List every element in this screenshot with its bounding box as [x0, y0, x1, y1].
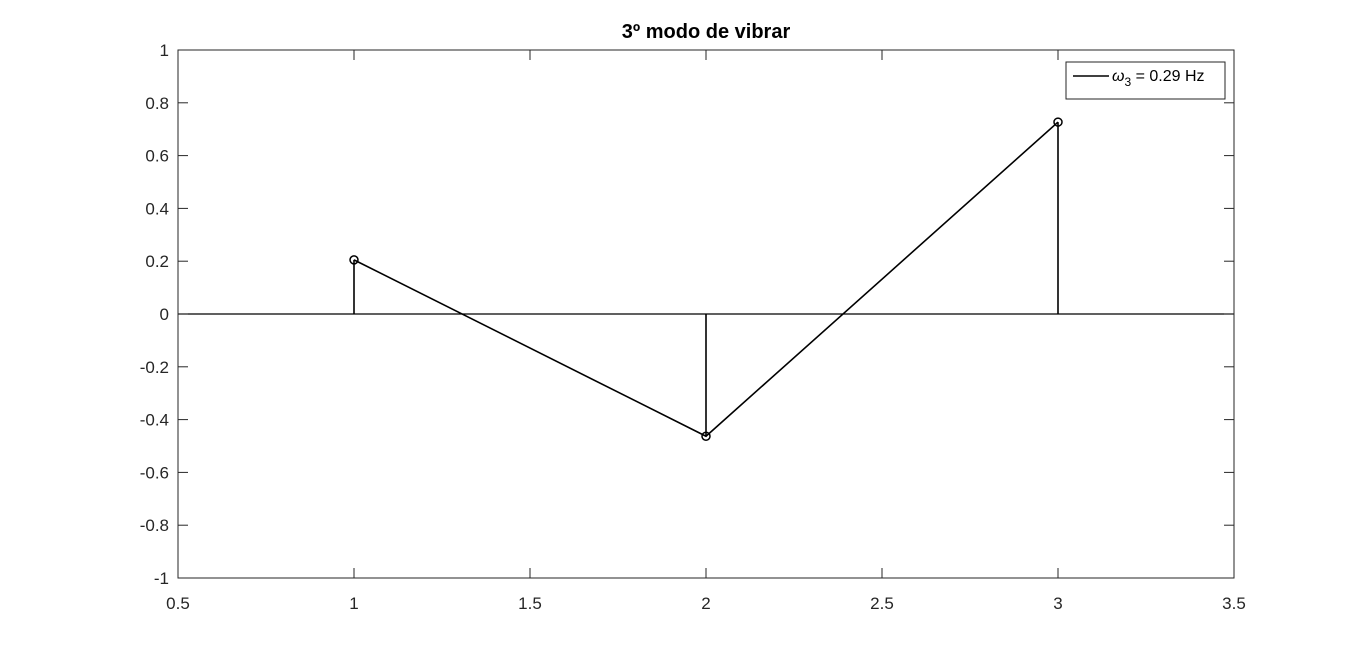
y-tick-label: -0.2: [140, 358, 169, 377]
x-tick-label: 3.5: [1222, 594, 1246, 613]
x-tick-label: 1: [349, 594, 358, 613]
chart-title: 3º modo de vibrar: [622, 21, 791, 43]
y-tick-label: -0.6: [140, 463, 169, 482]
data-point: [1053, 117, 1063, 127]
chart-marks: [178, 117, 1234, 441]
data-point: [349, 255, 359, 265]
legend-symbol: ω: [1112, 68, 1124, 85]
y-tick-label: -0.8: [140, 516, 169, 535]
y-tick-label: 0.4: [145, 199, 169, 218]
legend-entry-label: ω3 = 0.29 Hz: [1112, 68, 1205, 89]
legend-value: = 0.29 Hz: [1131, 68, 1204, 85]
y-tick-label: 0.2: [145, 252, 169, 271]
x-tick-label: 0.5: [166, 594, 190, 613]
legend-box: [1065, 61, 1226, 100]
axis-ticks: 0.5 1 1.5 2 2.5 3 3.5 -1 -0.8 -0.6 -0.4 -0.2 0 0.2 0.4…: [140, 41, 1246, 613]
legend: ω3 = 0.29 Hz: [1065, 61, 1226, 100]
x-tick-label: 2.5: [870, 594, 894, 613]
y-tick-label: -1: [154, 569, 169, 588]
x-tick-label: 1.5: [518, 594, 542, 613]
x-tick-label: 2: [701, 594, 710, 613]
y-tick-label: 0: [160, 305, 169, 324]
y-tick-label: 1: [160, 41, 169, 60]
y-tick-label: 0.6: [145, 147, 169, 166]
x-tick-label: 3: [1053, 594, 1062, 613]
y-tick-label: 0.8: [145, 94, 169, 113]
data-point: [701, 431, 711, 441]
legend-subscript: 3: [1124, 75, 1131, 89]
y-tick-label: -0.4: [140, 411, 169, 430]
